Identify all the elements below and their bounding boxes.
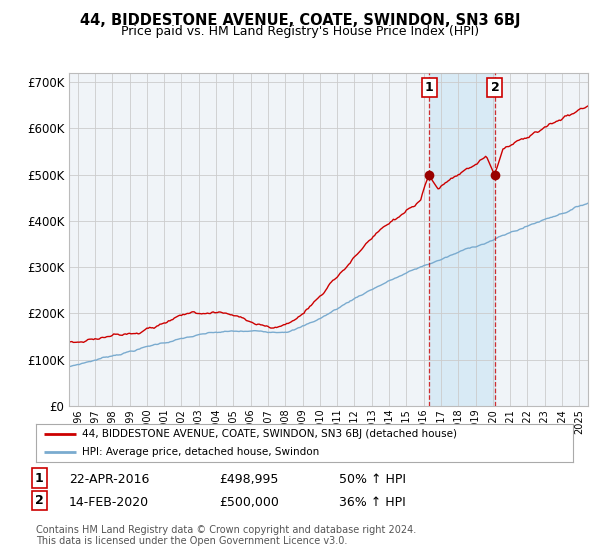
Text: 36% ↑ HPI: 36% ↑ HPI [339,496,406,508]
Text: 22-APR-2016: 22-APR-2016 [69,473,149,486]
Text: 44, BIDDESTONE AVENUE, COATE, SWINDON, SN3 6BJ (detached house): 44, BIDDESTONE AVENUE, COATE, SWINDON, S… [82,429,457,439]
Text: 1: 1 [425,81,433,94]
Text: HPI: Average price, detached house, Swindon: HPI: Average price, detached house, Swin… [82,447,319,457]
Text: 14-FEB-2020: 14-FEB-2020 [69,496,149,508]
Text: 2: 2 [491,81,499,94]
Text: £500,000: £500,000 [219,496,279,508]
Text: Contains HM Land Registry data © Crown copyright and database right 2024.
This d: Contains HM Land Registry data © Crown c… [36,525,416,547]
Bar [429,73,495,406]
Text: 44, BIDDESTONE AVENUE, COATE, SWINDON, SN3 6BJ: 44, BIDDESTONE AVENUE, COATE, SWINDON, S… [80,13,520,29]
Text: £498,995: £498,995 [219,473,278,486]
Text: 50% ↑ HPI: 50% ↑ HPI [339,473,406,486]
Text: Price paid vs. HM Land Registry's House Price Index (HPI): Price paid vs. HM Land Registry's House … [121,25,479,38]
Text: 2: 2 [35,494,43,507]
Text: 1: 1 [35,472,43,484]
